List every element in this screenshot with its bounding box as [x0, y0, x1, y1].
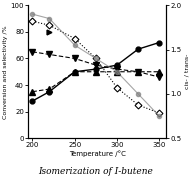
Y-axis label: Conversion and selectivity /%: Conversion and selectivity /%	[3, 25, 8, 119]
X-axis label: Temperature /°C: Temperature /°C	[69, 150, 126, 157]
Text: Isomerization of I-butene: Isomerization of I-butene	[39, 167, 153, 176]
Y-axis label: cis- / trans-: cis- / trans-	[184, 54, 189, 89]
